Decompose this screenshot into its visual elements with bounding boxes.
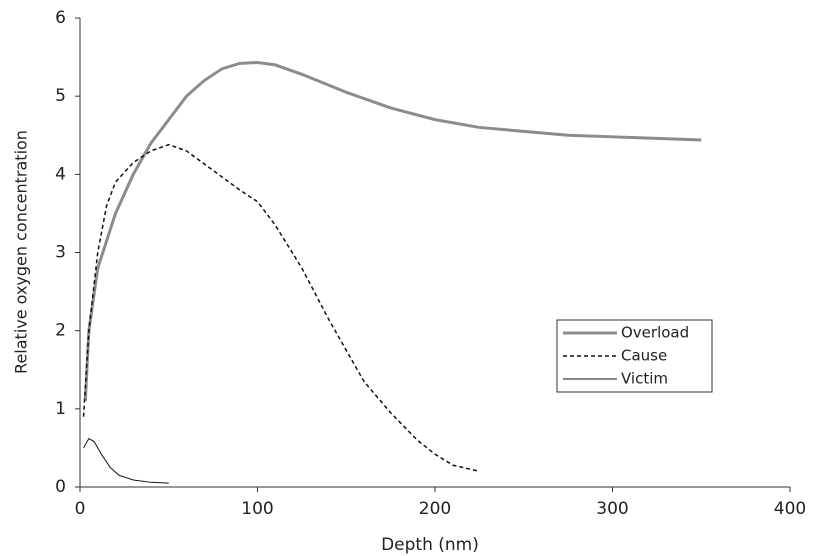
x-tick-label: 0 [75, 499, 86, 519]
y-tick-label: 5 [55, 86, 66, 106]
y-tick-label: 1 [55, 399, 66, 419]
x-tick-label: 300 [596, 499, 628, 519]
legend: Overload Cause Victim [556, 319, 713, 393]
y-tick-label: 4 [55, 164, 66, 184]
x-tick-label: 200 [419, 499, 451, 519]
y-axis-label: Relative oxygen concentration [12, 130, 31, 374]
legend-label: Overload [621, 324, 689, 342]
series-line [82, 143, 480, 473]
series-line [83, 437, 169, 484]
series-line [83, 61, 702, 402]
y-tick-label: 2 [55, 321, 66, 341]
x-tick-label: 400 [774, 499, 806, 519]
y-tick-label: 3 [55, 243, 66, 263]
x-axis-label: Depth (nm) [381, 535, 479, 555]
legend-label: Victim [621, 370, 668, 388]
y-tick-label: 6 [55, 8, 66, 28]
x-tick-label: 100 [241, 499, 273, 519]
legend-label: Cause [621, 347, 667, 365]
y-tick-label: 0 [55, 477, 66, 497]
